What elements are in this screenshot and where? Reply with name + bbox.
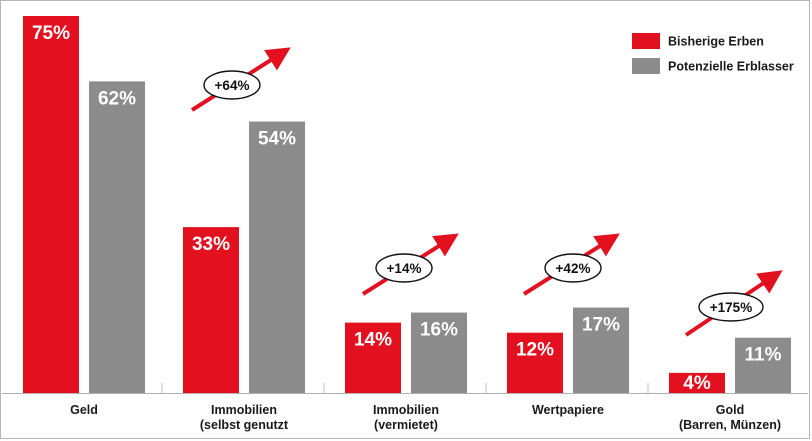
bar-value-label: 12% (516, 340, 554, 361)
bar-value-label: 17% (582, 315, 620, 336)
bar-bisherige-erben (345, 322, 401, 393)
growth-badge-label: +42% (556, 261, 591, 276)
bar-potenzielle-erblasser (573, 307, 629, 393)
bar-value-label: 16% (420, 320, 458, 341)
category-label: Wertpapiere (532, 403, 604, 417)
bar-value-label: 33% (192, 234, 230, 255)
bar-value-label: 14% (354, 330, 392, 351)
bar-potenzielle-erblasser (89, 81, 145, 393)
bar-value-label: 54% (258, 129, 296, 150)
bar-value-label: 11% (745, 345, 782, 366)
bar-bisherige-erben (23, 16, 79, 393)
bar-bisherige-erben (183, 227, 239, 393)
growth-badge (544, 253, 602, 283)
bar-potenzielle-erblasser (735, 337, 791, 393)
growth-badge (375, 253, 433, 283)
category-label: (Barren, Münzen) (679, 418, 781, 432)
growth-badge (203, 70, 261, 100)
bar-value-label: 75% (32, 23, 70, 44)
legend-swatch (632, 58, 660, 74)
bar-bisherige-erben (507, 332, 563, 393)
legend-label: Potenzielle Erblasser (668, 60, 794, 74)
bar-bisherige-erben (669, 372, 725, 393)
category-label: Immobilien (211, 403, 277, 417)
growth-badge (698, 292, 764, 322)
category-label: Immobilien (373, 403, 439, 417)
growth-badge-label: +175% (710, 300, 752, 315)
bar-value-label: 4% (683, 373, 711, 394)
category-label: Geld (70, 403, 98, 417)
bar-potenzielle-erblasser (249, 121, 305, 393)
category-label: Gold (716, 403, 744, 417)
bar-potenzielle-erblasser (411, 312, 467, 393)
legend-label: Bisherige Erben (668, 35, 764, 49)
growth-badge-label: +64% (215, 78, 250, 93)
bar-value-label: 62% (98, 88, 136, 109)
growth-badge-label: +14% (387, 261, 422, 276)
category-label: (vermietet) (374, 418, 438, 432)
category-label: (selbst genutzt (200, 418, 289, 432)
legend-swatch (632, 33, 660, 49)
